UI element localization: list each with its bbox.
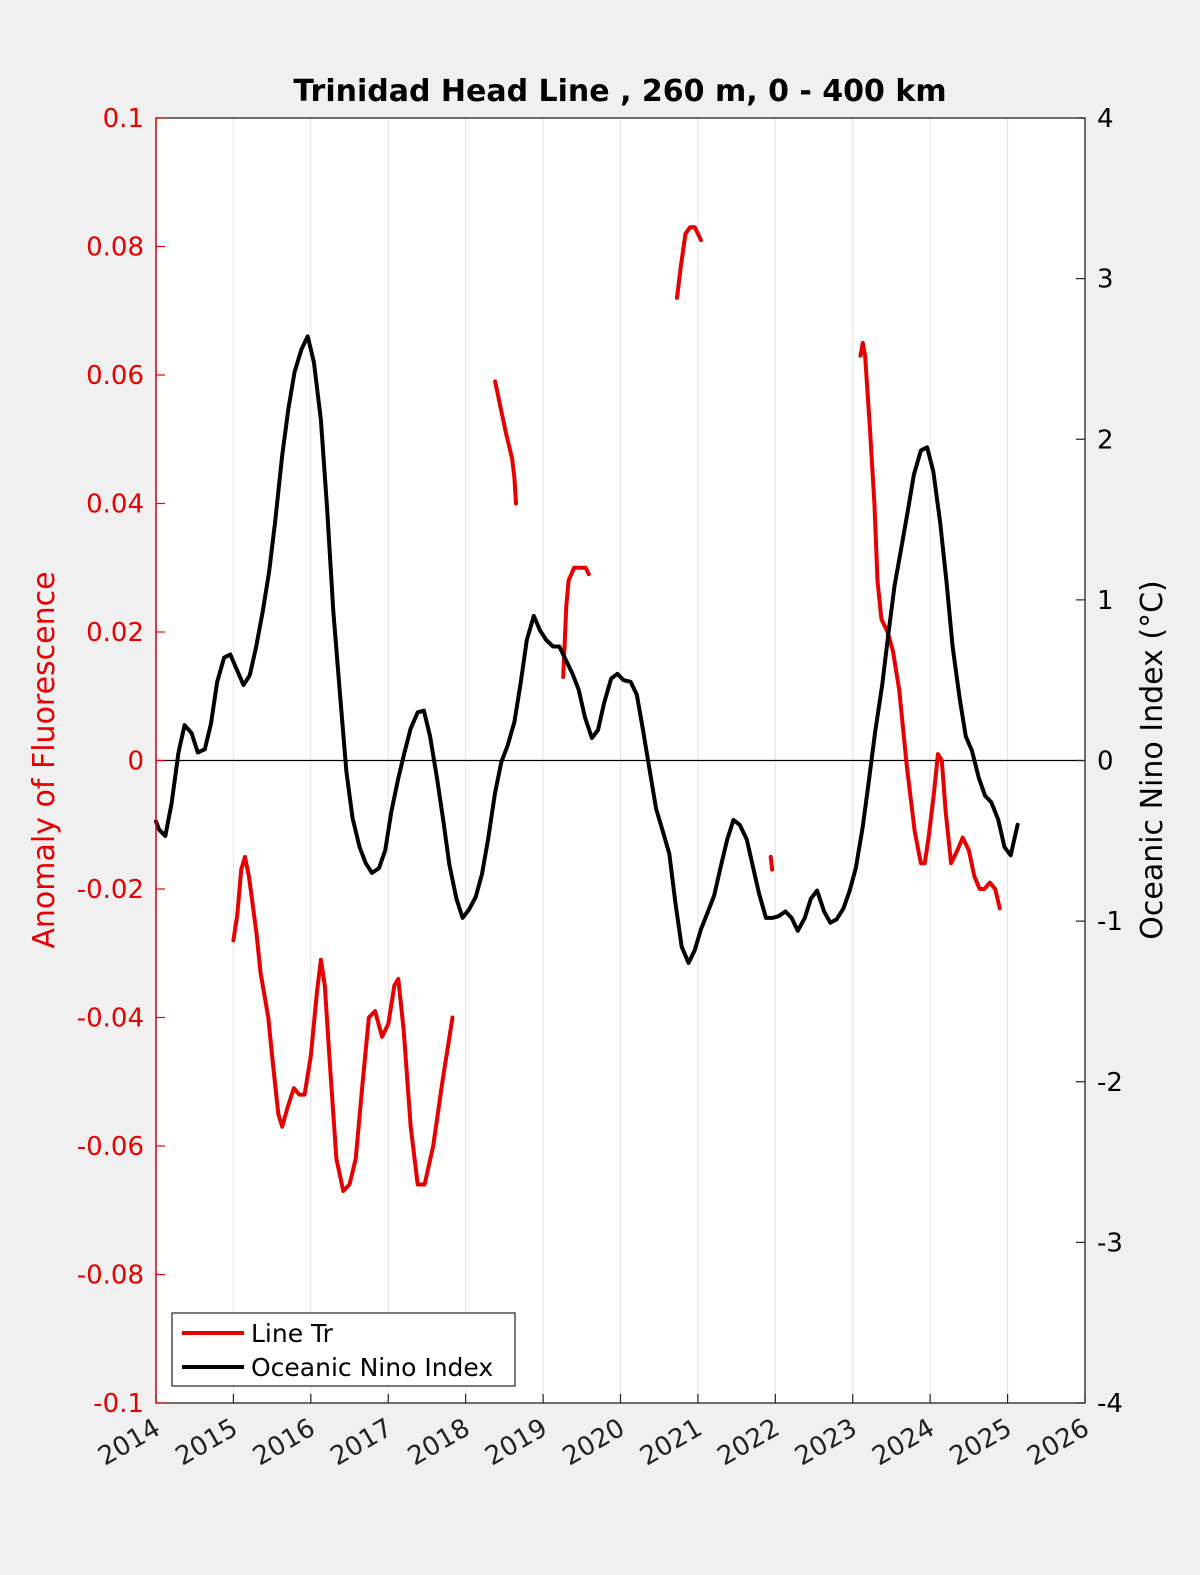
y-left-tick-label: -0.04 — [77, 1004, 144, 1034]
y-right-tick-label: -4 — [1097, 1389, 1123, 1419]
series-line-tr-line — [231, 854, 455, 1193]
y-left-tick-label: 0.04 — [86, 490, 144, 520]
y-right-tick-label: 4 — [1097, 104, 1114, 134]
series-line-tr-line — [858, 340, 1002, 911]
y-axis-right-label: Oceanic Nino Index (°C) — [1135, 580, 1170, 940]
chart-title: Trinidad Head Line , 260 m, 0 - 400 km — [293, 74, 946, 109]
series-layer — [154, 225, 1020, 1193]
y-left-tick-label: 0.1 — [103, 104, 144, 134]
series-line-tr-line — [493, 379, 518, 506]
y-right-tick-label: 0 — [1097, 747, 1114, 777]
y-axis-left-label: Anomaly of Fluorescence — [27, 571, 62, 948]
y-left-tick-label: 0.08 — [86, 233, 144, 263]
series-line-tr-line — [675, 225, 703, 300]
legend-label-oni: Oceanic Nino Index — [251, 1353, 493, 1382]
legend-box — [171, 1312, 516, 1387]
legend: Line Tr Oceanic Nino Index — [171, 1312, 516, 1387]
y-right-tick-label: -1 — [1097, 907, 1123, 937]
y-right-tick-label: -2 — [1097, 1068, 1123, 1098]
y-right-tick-label: 3 — [1097, 265, 1114, 295]
y-left-tick-label: -0.02 — [77, 875, 144, 905]
y-right-tick-label: 2 — [1097, 425, 1114, 455]
series-line-tr-line — [561, 565, 591, 679]
y-right-tick-label: 1 — [1097, 586, 1114, 616]
y-left-tick-label: -0.08 — [77, 1261, 144, 1291]
y-left-tick-label: -0.1 — [93, 1389, 144, 1419]
y-right-tick-label: -3 — [1097, 1228, 1123, 1258]
series-oceanic-nino-index-line — [154, 334, 1020, 965]
y-left-tick-label: -0.06 — [77, 1132, 144, 1162]
y-left-tick-label: 0.02 — [86, 618, 144, 648]
axes-layer: 2014 2015 2016 2017 2018 2019 2020 2021 2022 2023… — [77, 104, 1123, 1472]
y-left-tick-label: 0 — [127, 747, 144, 777]
y-left-tick-label: 0.06 — [86, 361, 144, 391]
series-line-tr-line — [768, 854, 775, 872]
legend-label-line-tr: Line Tr — [251, 1319, 334, 1348]
